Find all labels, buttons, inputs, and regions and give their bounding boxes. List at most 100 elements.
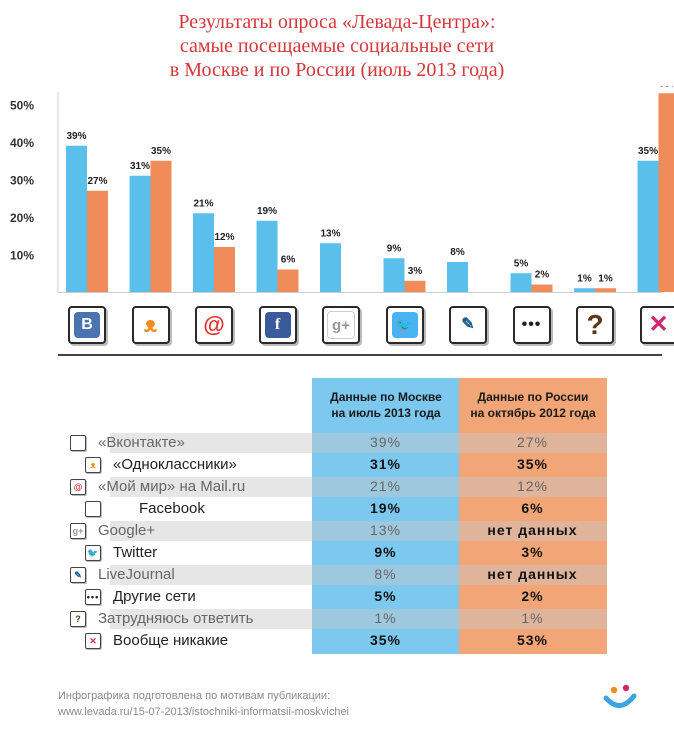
vk-icon: B bbox=[70, 435, 86, 451]
data-label-moscow: 19% bbox=[257, 206, 277, 217]
bar-moscow bbox=[510, 273, 532, 292]
table-row: B «Вконтакте» 39% 27% bbox=[60, 432, 607, 454]
icon-box: ✕ bbox=[639, 306, 674, 344]
cross-icon: ✕ bbox=[85, 633, 101, 649]
icons-divider bbox=[58, 354, 662, 356]
data-label-moscow: 39% bbox=[66, 131, 86, 142]
data-label-moscow: 31% bbox=[130, 161, 150, 172]
data-label-moscow: 8% bbox=[450, 247, 465, 258]
data-label-moscow: 9% bbox=[387, 243, 402, 254]
data-label-moscow: 13% bbox=[320, 228, 340, 239]
levada-logo-icon bbox=[603, 684, 637, 708]
table-column-russia bbox=[459, 432, 607, 654]
table-row: 🐦 Twitter 9% 3% bbox=[60, 542, 607, 564]
row-value-moscow: 9% bbox=[374, 544, 397, 560]
table-header-moscow: Данные по Москве на июль 2013 года bbox=[312, 378, 460, 432]
twitter-icon: 🐦 bbox=[85, 545, 101, 561]
data-label-moscow: 1% bbox=[577, 273, 592, 284]
row-value-russia: 1% bbox=[521, 610, 544, 626]
row-value-russia: 35% bbox=[516, 456, 549, 472]
table-row: @ «Мой мир» на Mail.ru 21% 12% bbox=[60, 476, 607, 498]
more-dots-icon: ••• bbox=[85, 589, 101, 605]
chart-title: Результаты опроса «Левада-Центра»: самые… bbox=[0, 10, 674, 82]
icon-box: f bbox=[258, 306, 297, 344]
y-tick-label: 30% bbox=[10, 174, 34, 188]
livejournal-icon: ✎ bbox=[455, 312, 481, 338]
table-header-moscow-line-1: Данные по Москве bbox=[330, 390, 442, 404]
icon-box: 🐦 bbox=[385, 306, 424, 344]
y-tick-label: 20% bbox=[10, 211, 34, 225]
table-row: f Facebook 19% 6% bbox=[60, 498, 607, 520]
row-value-russia: 12% bbox=[516, 478, 549, 494]
row-network-name: «Вконтакте» bbox=[98, 434, 185, 451]
table-header-russia-line-1: Данные по России bbox=[477, 390, 589, 404]
icon-box: ✎ bbox=[449, 306, 487, 344]
table-header-russia-line-2: на октябрь 2012 года bbox=[470, 406, 596, 420]
table-header-moscow-line-2: на июль 2013 года bbox=[331, 406, 441, 420]
bar-moscow bbox=[256, 220, 278, 292]
google-plus-icon: g+ bbox=[70, 523, 86, 539]
bar-russia bbox=[150, 160, 172, 292]
row-value-moscow: 31% bbox=[369, 456, 402, 472]
facebook-icon: f bbox=[264, 312, 291, 338]
data-label-russia: 6% bbox=[281, 255, 296, 266]
data-label-russia: 35% bbox=[151, 146, 171, 157]
vk-icon: B bbox=[74, 312, 100, 338]
row-network-name: Затрудняюсь ответить bbox=[98, 610, 254, 627]
data-label-moscow: 35% bbox=[638, 146, 658, 157]
row-value-moscow: 1% bbox=[374, 610, 397, 626]
bar-moscow bbox=[574, 288, 595, 292]
row-network-name: Google+ bbox=[98, 522, 156, 539]
row-value-russia: 53% bbox=[516, 632, 549, 648]
row-value-moscow: 8% bbox=[374, 566, 397, 582]
bar-moscow bbox=[637, 160, 659, 292]
icon-box: ? bbox=[576, 306, 614, 344]
source-note: Инфографика подготовлена по мотивам публ… bbox=[58, 688, 349, 720]
twitter-icon: 🐦 bbox=[391, 312, 418, 338]
table-column-moscow bbox=[312, 432, 459, 654]
table-row: g+ Google+ 13% нет данных bbox=[60, 520, 607, 542]
row-value-russia: 3% bbox=[521, 544, 544, 560]
bar-moscow bbox=[383, 258, 405, 292]
row-network-name: Twitter bbox=[113, 544, 158, 561]
source-link[interactable]: www.levada.ru/15-07-2013/istochniki-info… bbox=[58, 706, 350, 718]
data-label-russia: 2% bbox=[535, 270, 550, 281]
row-value-moscow: 35% bbox=[369, 632, 402, 648]
bar-russia bbox=[404, 280, 426, 292]
icon-box: g+ bbox=[322, 306, 360, 344]
icon-box: @ bbox=[195, 306, 233, 344]
data-label-moscow: 21% bbox=[193, 198, 213, 209]
row-network-name: «Одноклассники» bbox=[113, 456, 237, 473]
table-row: ••• Другие сети 5% 2% bbox=[60, 586, 607, 608]
table-header-russia: Данные по России на октябрь 2012 года bbox=[459, 378, 607, 432]
row-value-russia: нет данных bbox=[487, 566, 578, 582]
icon-box: ᴥ bbox=[131, 306, 170, 344]
icon-box: B bbox=[68, 306, 106, 344]
odnoklassniki-icon: ᴥ bbox=[137, 312, 164, 338]
y-tick-label: 10% bbox=[10, 249, 34, 263]
bar-russia bbox=[277, 269, 299, 292]
more-dots-icon: ••• bbox=[518, 312, 545, 338]
bar-russia bbox=[658, 93, 674, 292]
row-value-moscow: 21% bbox=[369, 478, 402, 494]
table-row: ᴥ «Одноклассники» 31% 35% bbox=[60, 454, 607, 476]
data-label-moscow: 5% bbox=[514, 258, 529, 269]
question-icon: ? bbox=[582, 311, 608, 339]
bar-moscow bbox=[193, 213, 214, 292]
bar-russia bbox=[531, 284, 553, 292]
row-network-name: LiveJournal bbox=[98, 566, 175, 583]
row-network-name: Facebook bbox=[139, 500, 205, 517]
row-value-moscow: 13% bbox=[369, 522, 402, 538]
bar-russia bbox=[595, 288, 616, 292]
facebook-icon: f bbox=[85, 501, 101, 517]
odnoklassniki-icon: ᴥ bbox=[85, 457, 101, 473]
row-network-name: Другие сети bbox=[113, 588, 196, 605]
data-label-russia: 3% bbox=[408, 266, 423, 277]
data-label-russia: 12% bbox=[214, 232, 234, 243]
table-row: ✎ LiveJournal 8% нет данных bbox=[60, 564, 607, 586]
livejournal-icon: ✎ bbox=[70, 567, 86, 583]
y-tick-label: 50% bbox=[10, 99, 34, 113]
bar-chart: 10%20%30%40%50%39%27%31%35%21%12%19%6%13… bbox=[10, 86, 674, 293]
row-value-russia: 2% bbox=[521, 588, 544, 604]
